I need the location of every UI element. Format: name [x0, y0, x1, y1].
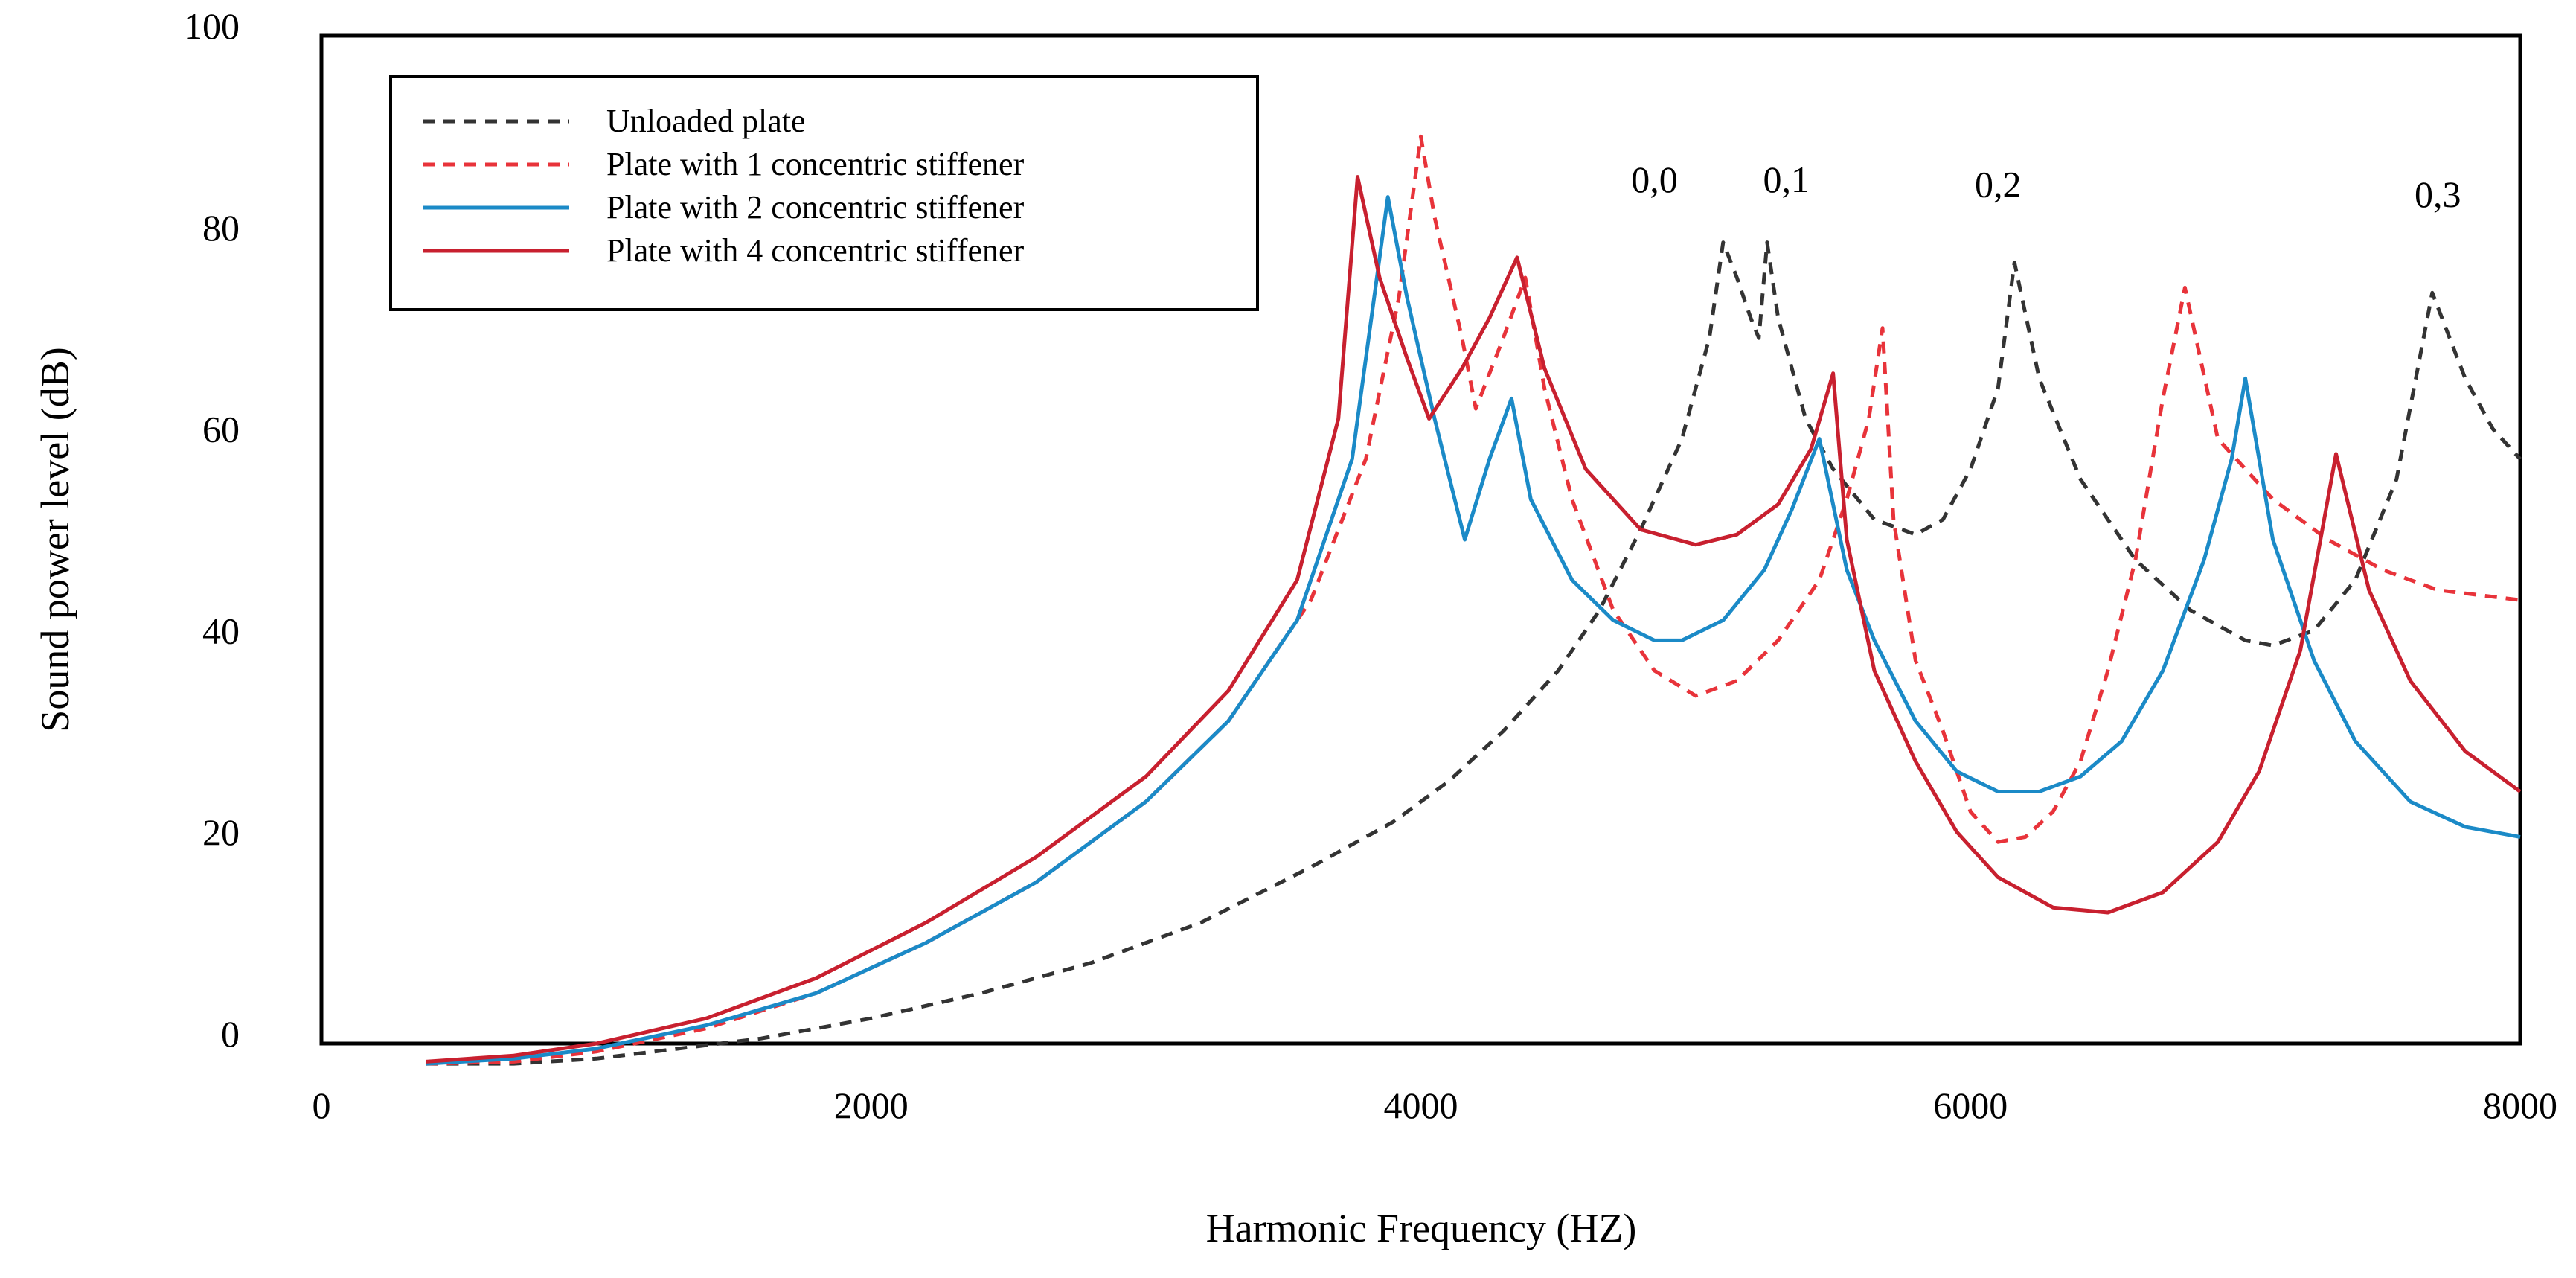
y-tick-label: 40 [202, 610, 240, 651]
plot-frame [319, 33, 2522, 1046]
x-tick-label: 4000 [1384, 1084, 1458, 1126]
legend-label: Plate with 2 concentric stiffener [606, 189, 1025, 226]
legend-label: Plate with 4 concentric stiffener [606, 232, 1025, 269]
series-line-1 [426, 240, 2522, 1066]
series-layer [426, 134, 2522, 1066]
legend-items: Unloaded plate Plate with 1 concentric st… [423, 103, 1025, 269]
y-axis-label: Sound power level (dB) [33, 347, 77, 732]
legend: Unloaded plate Plate with 1 concentric st… [389, 75, 1259, 311]
x-axis-ticks: 0 2000 4000 6000 8000 [313, 1084, 2558, 1126]
mode-annotation: 0,0 [1631, 159, 1678, 200]
y-tick-label: 100 [184, 5, 240, 47]
x-tick-label: 6000 [1933, 1084, 2008, 1126]
mode-annotation: 0,1 [1763, 159, 1810, 200]
mode-annotation: 0,3 [2415, 173, 2461, 215]
series-line-4 [426, 175, 2522, 1064]
x-tick-label: 0 [313, 1084, 331, 1126]
legend-label: Unloaded plate [606, 103, 806, 139]
y-tick-label: 60 [202, 409, 240, 450]
x-tick-label: 2000 [834, 1084, 909, 1126]
y-axis-ticks: 0 20 40 60 80 100 [184, 5, 240, 1055]
y-tick-label: 80 [202, 207, 240, 249]
series-line-3 [426, 195, 2521, 1066]
x-tick-label: 8000 [2483, 1084, 2557, 1126]
mode-annotation: 0,2 [1975, 164, 2022, 205]
legend-label: Plate with 1 concentric stiffener [606, 146, 1025, 182]
y-tick-label: 0 [221, 1013, 240, 1055]
legend-box [389, 75, 1259, 311]
x-axis-label: Harmonic Frequency (HZ) [1206, 1206, 1637, 1250]
y-tick-label: 20 [202, 811, 240, 853]
annotation-layer: 0,0 0,1 0,2 0,3 [1631, 159, 2461, 215]
